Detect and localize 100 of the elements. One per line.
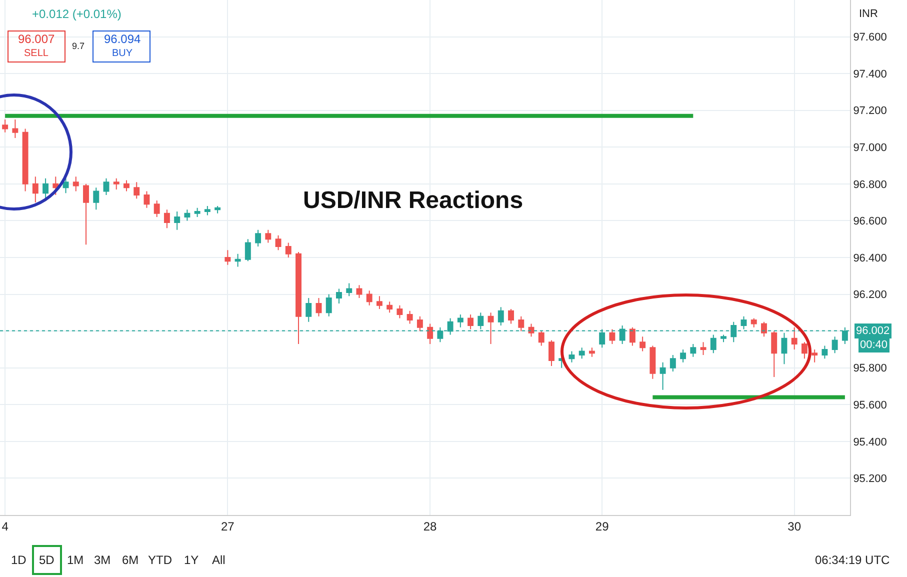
text: 1M bbox=[67, 553, 84, 567]
candlestick bbox=[568, 350, 575, 363]
candlestick bbox=[103, 178, 110, 196]
candlestick bbox=[629, 326, 636, 346]
candlestick bbox=[538, 330, 544, 346]
ref-line-label: 96.002 bbox=[856, 325, 890, 337]
y-tick-label: 96.600 bbox=[853, 216, 887, 228]
y-tick-label: 97.600 bbox=[853, 32, 887, 44]
y-tick-label: 95.200 bbox=[853, 473, 887, 486]
candlestick bbox=[488, 312, 494, 344]
candlestick bbox=[174, 211, 180, 230]
candlestick bbox=[710, 334, 716, 354]
annotation: 9.7 bbox=[72, 41, 85, 51]
candlestick bbox=[588, 347, 595, 358]
candlestick bbox=[52, 176, 59, 196]
x-tick-label: 29 bbox=[595, 519, 610, 534]
candlestick bbox=[224, 250, 231, 266]
candlestick bbox=[771, 330, 778, 378]
candlestick bbox=[72, 176, 79, 192]
candlestick bbox=[457, 314, 464, 328]
candlestick bbox=[650, 345, 656, 380]
candlestick bbox=[791, 326, 798, 350]
candlestick bbox=[285, 242, 292, 258]
text: All bbox=[212, 553, 226, 567]
candlestick bbox=[234, 253, 241, 268]
y-tick-label: 97.200 bbox=[853, 105, 887, 118]
candlestick bbox=[164, 209, 170, 229]
candlestick bbox=[498, 306, 504, 326]
x-tick-label: 30 bbox=[788, 519, 802, 534]
candlestick bbox=[22, 128, 28, 192]
candlestick bbox=[750, 318, 757, 328]
candlestick bbox=[316, 297, 322, 317]
candlestick bbox=[265, 229, 272, 244]
candlestick bbox=[416, 316, 423, 332]
candlestick bbox=[578, 347, 585, 360]
annotation: SELL bbox=[24, 48, 49, 59]
candlestick bbox=[62, 178, 69, 194]
candlestick bbox=[396, 304, 403, 319]
candlestick bbox=[801, 342, 808, 360]
y-tick-label: 97.000 bbox=[853, 142, 887, 154]
candlestick bbox=[386, 301, 393, 314]
candlestick bbox=[508, 308, 514, 324]
candlestick bbox=[275, 234, 282, 251]
candlestick bbox=[670, 354, 676, 372]
x-tick-label: 27 bbox=[221, 519, 235, 534]
x-tick-label: 4 bbox=[2, 519, 9, 534]
candlestick bbox=[680, 348, 686, 363]
candlestick bbox=[832, 336, 838, 354]
candlestick bbox=[93, 187, 100, 210]
candlestick bbox=[548, 340, 554, 367]
candlestick bbox=[700, 342, 706, 356]
candlestick bbox=[306, 297, 312, 322]
text: 1D bbox=[11, 553, 27, 567]
candlestick bbox=[781, 332, 788, 365]
candlestick bbox=[406, 310, 413, 324]
y-tick-label: 97.400 bbox=[853, 68, 887, 80]
candlestick bbox=[336, 288, 342, 304]
text: 5D bbox=[39, 553, 55, 567]
y-tick-label: 95.800 bbox=[853, 362, 887, 375]
text: YTD bbox=[148, 553, 172, 567]
text: 00:40 bbox=[860, 339, 888, 351]
candlestick bbox=[690, 343, 696, 358]
y-tick-label: 95.600 bbox=[853, 399, 887, 412]
text: 1Y bbox=[184, 553, 199, 567]
text: USD/INR Reactions bbox=[303, 187, 524, 214]
y-tick-label: 96.400 bbox=[853, 252, 887, 264]
candlestick bbox=[528, 323, 534, 338]
candlestick bbox=[366, 290, 372, 306]
candlestick bbox=[812, 348, 818, 363]
candlestick bbox=[346, 282, 352, 297]
annotation: 96.094 bbox=[104, 32, 142, 46]
candlestick bbox=[113, 178, 120, 190]
y-tick-label: 96.200 bbox=[853, 289, 887, 302]
candlestick bbox=[32, 176, 38, 203]
candlestick bbox=[822, 345, 828, 360]
candlestick bbox=[468, 314, 474, 330]
candlestick bbox=[326, 294, 332, 317]
annotation: 96.007 bbox=[18, 32, 56, 46]
candlestick bbox=[144, 190, 150, 208]
candlestick bbox=[609, 328, 616, 344]
candlestick bbox=[518, 316, 524, 332]
candlestick bbox=[356, 284, 362, 298]
candlestick bbox=[296, 251, 302, 344]
candlestick bbox=[427, 323, 434, 344]
y-tick-label: 95.400 bbox=[853, 436, 887, 448]
text: INR bbox=[859, 8, 878, 20]
candlestick bbox=[376, 296, 382, 310]
candlestick bbox=[12, 119, 18, 138]
text: 6M bbox=[122, 553, 139, 567]
candlestick bbox=[720, 334, 726, 343]
candlestick bbox=[134, 182, 140, 200]
candlestick bbox=[640, 336, 646, 352]
candlestick bbox=[124, 180, 130, 192]
annotation: BUY bbox=[112, 48, 133, 59]
text: 3M bbox=[94, 553, 111, 567]
candlestick bbox=[244, 238, 251, 262]
candlestick bbox=[2, 119, 8, 133]
candlestick bbox=[184, 209, 190, 222]
candlestick bbox=[761, 321, 767, 338]
candlestick bbox=[214, 206, 221, 214]
